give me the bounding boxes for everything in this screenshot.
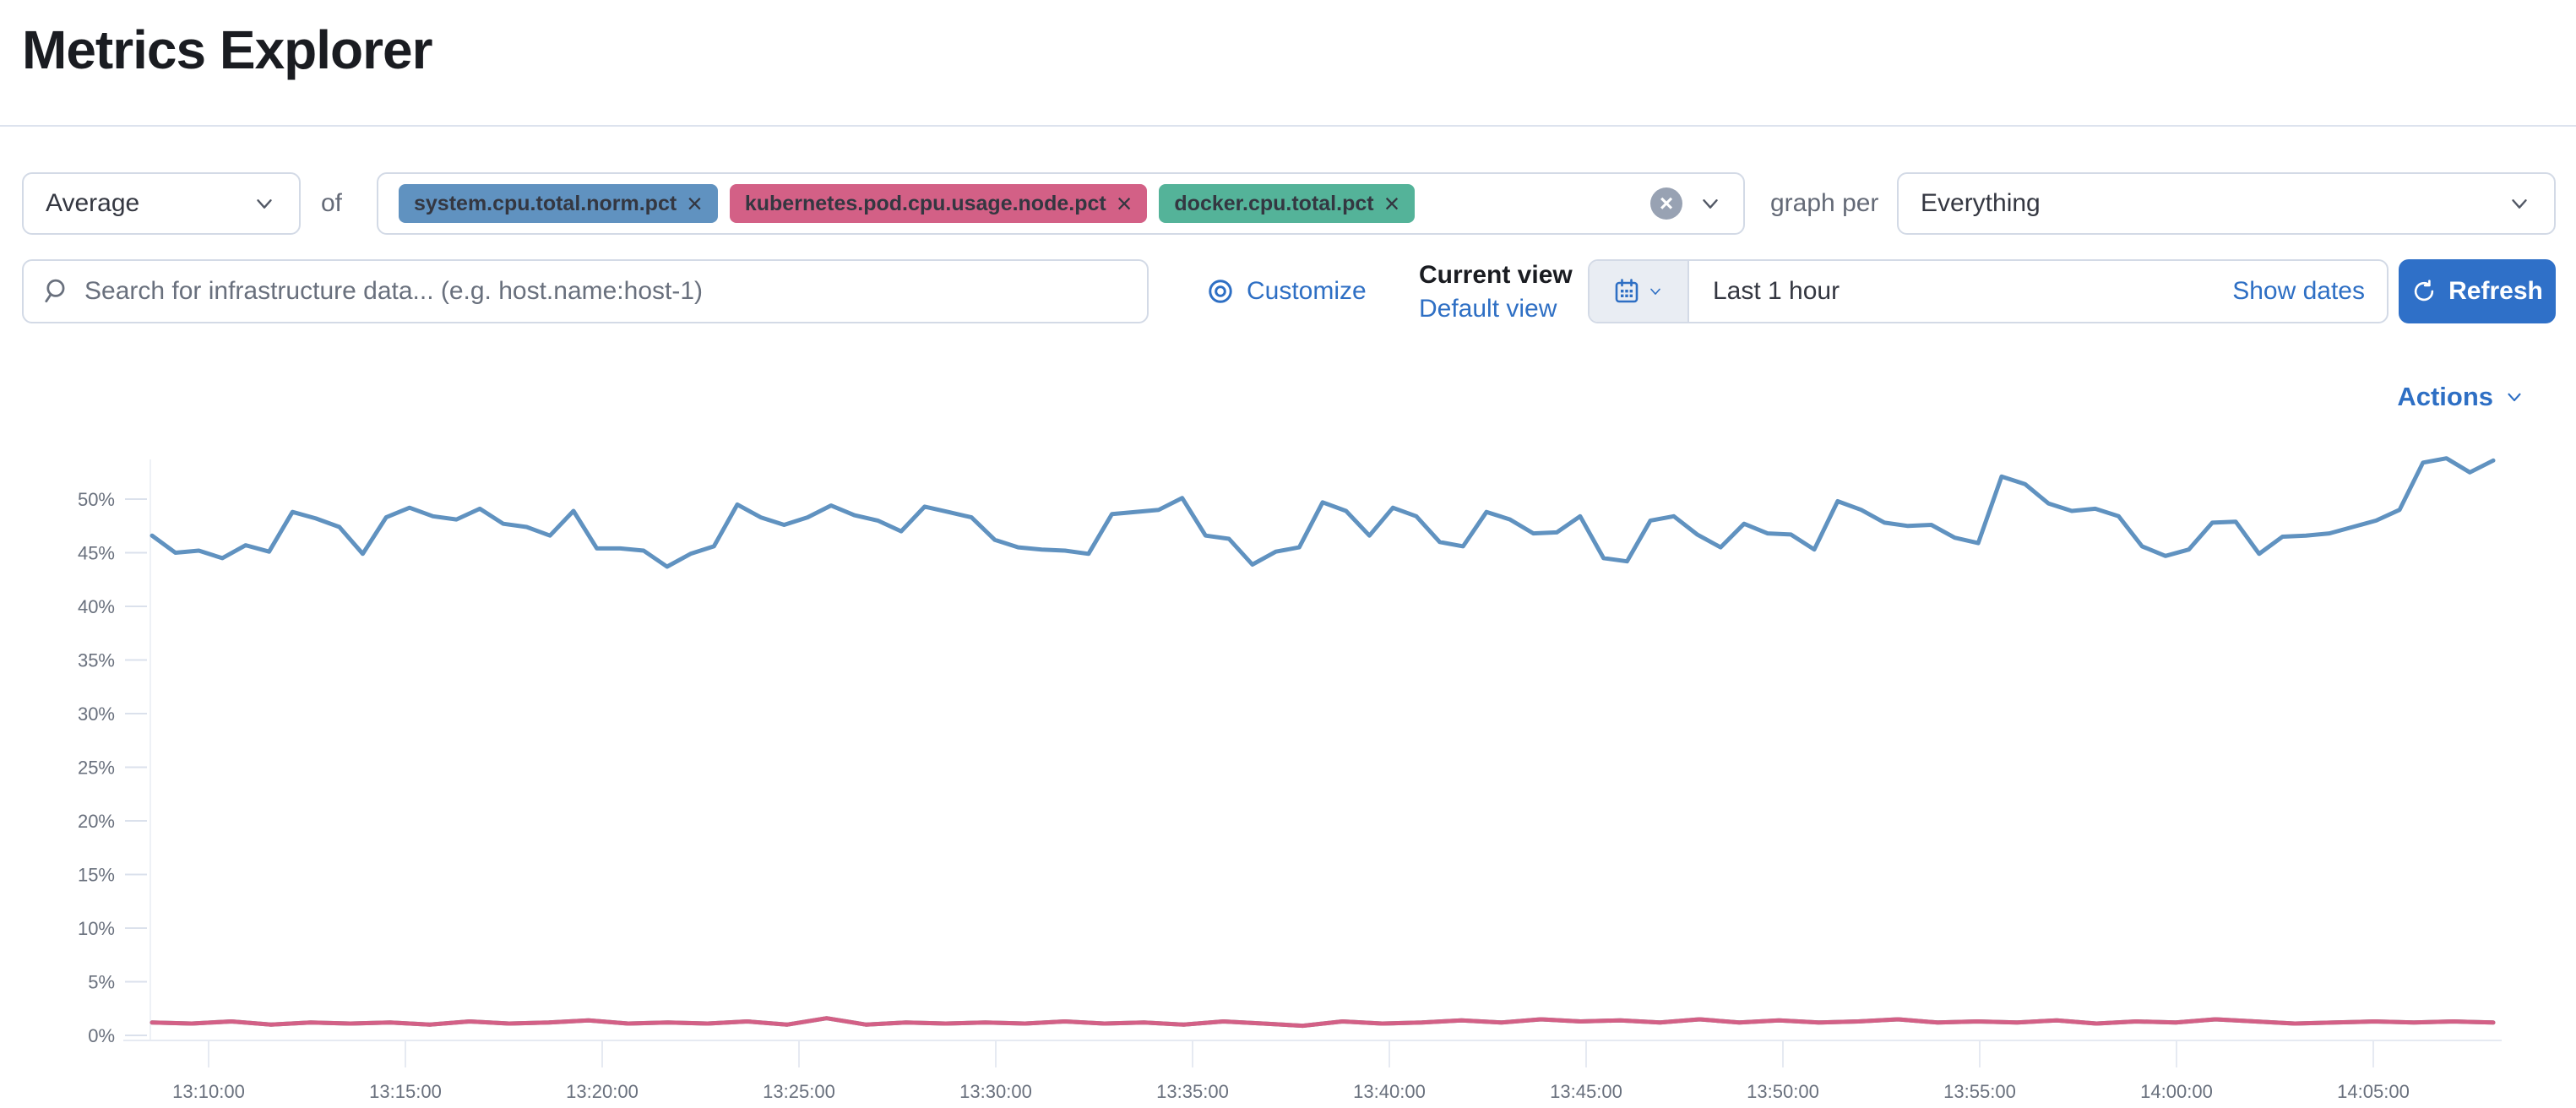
svg-text:15%: 15% — [78, 865, 115, 886]
aggregation-value: Average — [46, 189, 140, 217]
metric-tag-label: system.cpu.total.norm.pct — [414, 191, 677, 215]
svg-text:13:45:00: 13:45:00 — [1550, 1081, 1622, 1102]
calendar-icon — [1615, 279, 1639, 303]
chevron-down-icon — [257, 199, 272, 209]
remove-metric-icon[interactable]: × — [687, 188, 703, 219]
customize-eye-icon — [1209, 280, 1232, 303]
graph-per-select[interactable]: Everything — [1897, 172, 2556, 235]
chevron-down-icon — [2508, 393, 2521, 402]
metric-tag[interactable]: system.cpu.total.norm.pct × — [399, 184, 718, 223]
page-title: Metrics Explorer — [22, 19, 433, 80]
svg-text:50%: 50% — [78, 489, 115, 510]
svg-text:10%: 10% — [78, 918, 115, 939]
chevron-down-icon[interactable] — [1698, 191, 1723, 216]
svg-text:13:50:00: 13:50:00 — [1747, 1081, 1819, 1102]
refresh-button[interactable]: Refresh — [2399, 259, 2556, 323]
customize-label: Customize — [1247, 277, 1367, 305]
svg-text:20%: 20% — [78, 811, 115, 832]
svg-text:25%: 25% — [78, 758, 115, 779]
remove-metric-icon[interactable]: × — [1383, 188, 1400, 219]
refresh-label: Refresh — [2448, 277, 2543, 305]
metric-tag[interactable]: kubernetes.pod.cpu.usage.node.pct × — [729, 184, 1148, 223]
svg-text:13:30:00: 13:30:00 — [959, 1081, 1032, 1102]
svg-text:14:00:00: 14:00:00 — [2140, 1081, 2213, 1102]
search-box[interactable] — [22, 259, 1149, 323]
graph-per-value: Everything — [1921, 189, 2041, 217]
svg-text:40%: 40% — [78, 596, 115, 617]
svg-text:13:20:00: 13:20:00 — [566, 1081, 639, 1102]
customize-button[interactable]: Customize — [1206, 259, 1367, 323]
chevron-down-icon — [2512, 199, 2527, 209]
metrics-combobox[interactable]: system.cpu.total.norm.pct × kubernetes.p… — [377, 172, 1745, 235]
svg-text:5%: 5% — [88, 972, 115, 993]
svg-text:13:35:00: 13:35:00 — [1156, 1081, 1229, 1102]
svg-text:13:10:00: 13:10:00 — [172, 1081, 245, 1102]
chevron-down-icon — [1650, 288, 1660, 295]
svg-text:13:25:00: 13:25:00 — [763, 1081, 835, 1102]
header-divider — [0, 125, 2576, 127]
view-switcher: Current view Default view — [1419, 261, 1573, 323]
metrics-chart[interactable]: 0% 5% 10% 15% 20% 25% 30% 35% 40% 45% 50% 13:10:00 1… — [0, 439, 2576, 1108]
svg-text:30%: 30% — [78, 703, 115, 725]
search-icon — [45, 279, 65, 303]
quick-select-button[interactable] — [1590, 261, 1689, 322]
remove-metric-icon[interactable]: × — [1116, 188, 1133, 219]
svg-text:13:55:00: 13:55:00 — [1943, 1081, 2016, 1102]
time-range-value[interactable]: Last 1 hour — [1713, 277, 1840, 305]
search-input[interactable] — [84, 277, 1128, 306]
graph-per-label: graph per — [1770, 189, 1879, 217]
current-view-label: Current view — [1419, 261, 1573, 289]
svg-text:13:15:00: 13:15:00 — [369, 1081, 442, 1102]
svg-text:35%: 35% — [78, 650, 115, 671]
clear-all-icon[interactable]: × — [1650, 187, 1682, 220]
actions-menu-button[interactable]: Actions — [2397, 382, 2525, 412]
of-label: of — [321, 189, 343, 217]
svg-text:14:05:00: 14:05:00 — [2337, 1081, 2410, 1102]
metric-tag-label: docker.cpu.total.pct — [1174, 191, 1374, 215]
svg-text:13:40:00: 13:40:00 — [1353, 1081, 1426, 1102]
refresh-icon — [2415, 280, 2434, 301]
metric-tag[interactable]: docker.cpu.total.pct × — [1159, 184, 1416, 223]
actions-label: Actions — [2397, 382, 2493, 411]
svg-text:0%: 0% — [88, 1025, 115, 1046]
default-view-link[interactable]: Default view — [1419, 295, 1557, 323]
show-dates-button[interactable]: Show dates — [2232, 277, 2365, 305]
svg-text:45%: 45% — [78, 543, 115, 564]
aggregation-select[interactable]: Average — [22, 172, 301, 235]
date-picker: Last 1 hour Show dates — [1588, 259, 2389, 323]
metric-tag-label: kubernetes.pod.cpu.usage.node.pct — [744, 191, 1106, 215]
